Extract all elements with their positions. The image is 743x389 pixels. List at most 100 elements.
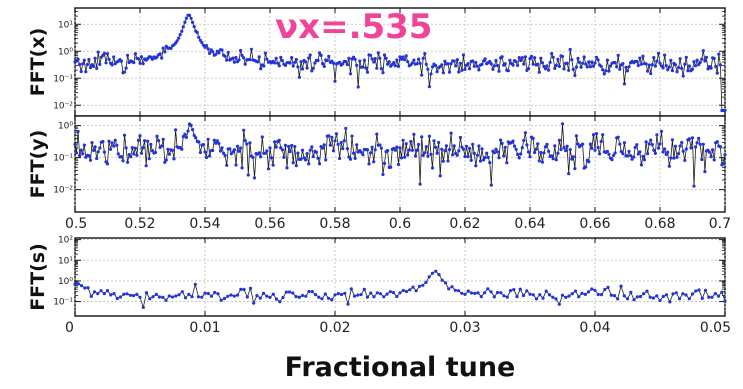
fft-s-data-point bbox=[118, 295, 123, 299]
fft-s-data-point bbox=[382, 295, 386, 299]
fft-y-data-point bbox=[661, 150, 665, 154]
fft-y-data-point bbox=[658, 142, 662, 146]
fft-s-data-point bbox=[544, 289, 548, 293]
fft-y-data-point bbox=[494, 147, 498, 151]
fft-x-data-point bbox=[669, 58, 673, 63]
fft-x-data-point bbox=[358, 59, 362, 63]
fft-x-data-point bbox=[658, 61, 662, 65]
fft-s-data-point bbox=[573, 289, 578, 293]
fft-y-data-point bbox=[593, 148, 597, 152]
fft-y-data-point bbox=[607, 152, 611, 156]
fft-y-data-point bbox=[689, 146, 693, 150]
fft-y-data-point bbox=[240, 166, 244, 170]
fft-y-data-point bbox=[139, 151, 144, 155]
fft-y-data-point bbox=[466, 155, 470, 159]
fft-x-data-point bbox=[616, 53, 620, 58]
fft-s-data-point bbox=[430, 271, 435, 275]
fft-s-data-point bbox=[651, 296, 656, 300]
fft-y-xtick-label: 0.66 bbox=[579, 216, 610, 232]
fft-y-data-point bbox=[395, 145, 399, 149]
fft-y-data-point bbox=[500, 141, 504, 146]
fft-x-data-point bbox=[587, 60, 591, 64]
fft-x-data-point bbox=[305, 66, 309, 70]
fft-s-data-point bbox=[89, 294, 93, 298]
fft-x-data-point bbox=[293, 60, 297, 64]
fft-x-data-point bbox=[183, 20, 187, 24]
fft-x-data-point bbox=[338, 60, 342, 64]
fft-y-data-point bbox=[519, 152, 523, 156]
fft-y-data-point bbox=[220, 146, 224, 150]
fft-s-data-point bbox=[352, 294, 357, 298]
fft-y-data-point bbox=[564, 149, 568, 153]
fft-x-data-point bbox=[582, 55, 586, 59]
fft-x-data-point bbox=[625, 69, 630, 73]
fft-x-data-point bbox=[519, 58, 523, 63]
fft-y-data-point bbox=[331, 149, 336, 153]
fft-y-data-point bbox=[673, 144, 678, 148]
fft-y-data-point bbox=[311, 155, 315, 159]
fft-y-data-point bbox=[440, 147, 444, 151]
fft-y-data-point bbox=[684, 147, 688, 151]
fft-y-data-point bbox=[486, 155, 490, 159]
fft-x-data-point bbox=[406, 60, 410, 64]
fft-s-data-point bbox=[213, 290, 217, 295]
fft-y-data-point bbox=[528, 155, 532, 159]
fft-y-data-point bbox=[141, 146, 145, 150]
fft-y-data-point bbox=[403, 155, 407, 159]
fft-x-data-point bbox=[553, 66, 557, 70]
fft-x-data-point bbox=[362, 58, 366, 62]
fft-s-data-point bbox=[206, 291, 210, 296]
fft-y-data-point bbox=[203, 150, 207, 154]
fft-y-data-point bbox=[328, 143, 332, 147]
fft-s-data-point bbox=[274, 297, 279, 301]
fft-y-data-point bbox=[426, 154, 430, 158]
fft-s-data-point bbox=[330, 298, 334, 302]
fft-y-data-point bbox=[316, 156, 320, 160]
fft-s-data-point bbox=[671, 292, 675, 296]
fft-y-data-point bbox=[305, 152, 309, 156]
fft-x-data-point bbox=[474, 60, 478, 65]
fft-y-data-point bbox=[697, 136, 701, 140]
fft-x-data-point bbox=[652, 56, 656, 60]
fft-y-data-point bbox=[418, 182, 422, 186]
fft-y-data-point bbox=[656, 146, 661, 150]
fft-y-data-point bbox=[690, 136, 695, 140]
fft-s-data-point bbox=[401, 288, 405, 293]
fft-x-data-point bbox=[379, 67, 383, 71]
fft-x-data-point bbox=[92, 64, 96, 68]
fft-y-data-point bbox=[666, 150, 670, 154]
fft-x-data-point bbox=[714, 64, 718, 69]
fft-x-data-point bbox=[231, 56, 235, 60]
fft-y-data-point bbox=[361, 153, 365, 157]
fft-s-data-point bbox=[177, 293, 181, 297]
fft-x-data-point bbox=[551, 55, 555, 59]
fft-x-data-point bbox=[373, 57, 377, 61]
fft-y-xtick-label: 0.52 bbox=[124, 216, 155, 232]
fft-y-data-point bbox=[321, 146, 325, 150]
fft-x-data-point bbox=[655, 59, 659, 63]
fft-s-data-point bbox=[456, 289, 461, 293]
fft-y-data-point bbox=[373, 148, 377, 152]
fft-y-data-point bbox=[93, 145, 97, 149]
fft-y-data-point bbox=[327, 134, 331, 138]
fft-x-data-point bbox=[421, 56, 425, 61]
fft-x-data-point bbox=[242, 56, 246, 60]
fft-s-data-point bbox=[73, 282, 77, 286]
fft-y-data-point bbox=[633, 145, 637, 150]
fft-y-data-point bbox=[223, 153, 227, 158]
fft-x-data-point bbox=[605, 58, 610, 62]
fft-x-data-point bbox=[500, 55, 504, 59]
fft-x-ytick-label: 10¹ bbox=[58, 20, 73, 30]
fft-y-data-point bbox=[115, 143, 119, 147]
fft-y-data-point bbox=[437, 140, 441, 145]
fft-y-data-point bbox=[81, 152, 85, 156]
fft-y-data-point bbox=[160, 144, 164, 148]
fft-x-data-point bbox=[180, 29, 184, 33]
fft-y-data-point bbox=[174, 128, 178, 132]
fft-y-data-point bbox=[300, 148, 305, 152]
fft-s-data-point bbox=[515, 295, 519, 299]
fft-s-data-point bbox=[144, 291, 149, 295]
fft-x-data-point bbox=[296, 65, 300, 69]
fft-y-data-point bbox=[348, 157, 353, 161]
fft-y-data-point bbox=[571, 155, 575, 159]
